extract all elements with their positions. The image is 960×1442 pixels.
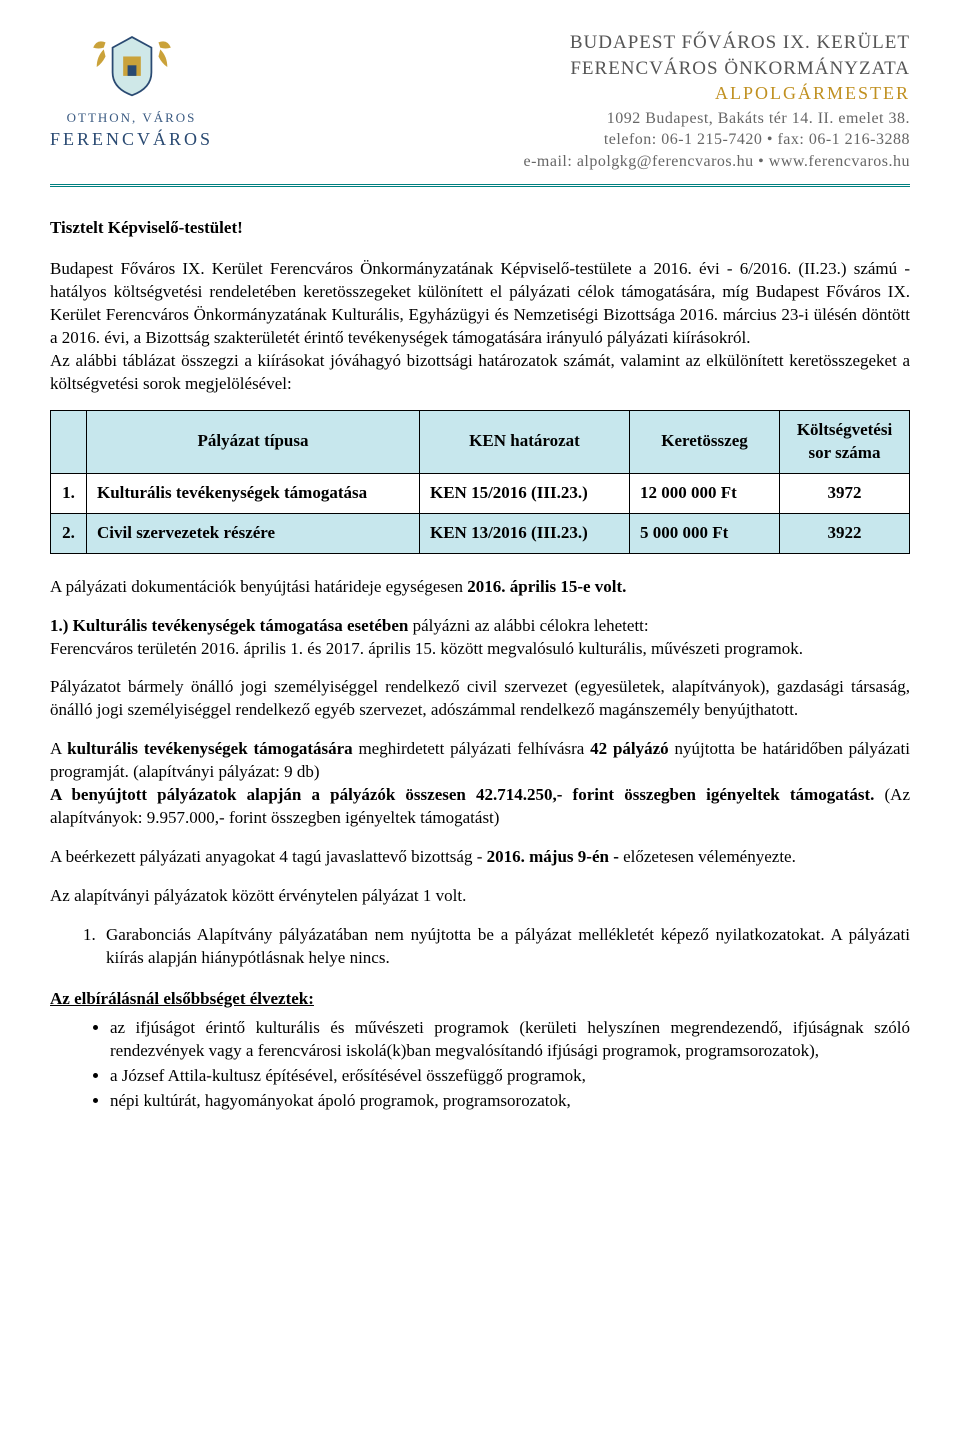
org-line-2: FERENCVÁROS ÖNKORMÁNYZATA xyxy=(524,56,911,82)
intro-block: Budapest Főváros IX. Kerület Ferencváros… xyxy=(50,258,910,396)
table-header-budget: Keretösszeg xyxy=(630,410,780,473)
section-1-body: Ferencváros területén 2016. április 1. é… xyxy=(50,639,803,658)
invalid-list: Garabonciás Alapítvány pályázatában nem … xyxy=(100,924,910,970)
intro-paragraph-1: Budapest Főváros IX. Kerület Ferencváros… xyxy=(50,258,910,350)
eligibility-paragraph: Pályázatot bármely önálló jogi személyis… xyxy=(50,676,910,722)
row-num: 2. xyxy=(51,513,87,553)
phone-line: telefon: 06-1 215-7420 • fax: 06-1 216-3… xyxy=(524,129,911,151)
priority-item: a József Attila-kultusz építésével, erős… xyxy=(110,1065,910,1088)
stats-mid: meghirdetett pályázati felhívásra xyxy=(353,739,591,758)
table-header-blank xyxy=(51,410,87,473)
table-header-row: Pályázat típusa KEN határozat Keretössze… xyxy=(51,410,910,473)
row-type: Kulturális tevékenységek támogatása xyxy=(87,473,420,513)
review-date: 2016. május 9-én - xyxy=(487,847,619,866)
deadline-pre: A pályázati dokumentációk benyújtási hat… xyxy=(50,577,467,596)
review-pre: A beérkezett pályázati anyagokat 4 tagú … xyxy=(50,847,487,866)
row-num: 1. xyxy=(51,473,87,513)
row-budget: 5 000 000 Ft xyxy=(630,513,780,553)
row-type: Civil szervezetek részére xyxy=(87,513,420,553)
row-line: 3922 xyxy=(780,513,910,553)
org-line-1: BUDAPEST FŐVÁROS IX. KERÜLET xyxy=(524,30,911,56)
salutation: Tisztelt Képviselő-testület! xyxy=(50,217,910,240)
deadline-date: 2016. április 15-e volt. xyxy=(467,577,626,596)
row-decision: KEN 13/2016 (III.23.) xyxy=(420,513,630,553)
priority-item: népi kultúrát, hagyományokat ápoló progr… xyxy=(110,1090,910,1113)
deadline-paragraph: A pályázati dokumentációk benyújtási hat… xyxy=(50,576,910,599)
priority-item: az ifjúságot érintő kulturális és művész… xyxy=(110,1017,910,1063)
table-header-decision: KEN határozat xyxy=(420,410,630,473)
intro-paragraph-2: Az alábbi táblázat összegzi a kiírásokat… xyxy=(50,350,910,396)
priority-list: az ifjúságot érintő kulturális és művész… xyxy=(110,1017,910,1113)
table-header-line: Költségvetési sor száma xyxy=(780,410,910,473)
priority-heading: Az elbírálásnál elsőbbséget élveztek: xyxy=(50,988,910,1011)
section-1-lead-rest: pályázni az alábbi célokra lehetett: xyxy=(408,616,648,635)
letterhead: OTTHON, VÁROS FERENCVÁROS BUDAPEST FŐVÁR… xyxy=(50,30,910,187)
invalid-paragraph: Az alapítványi pályázatok között érvényt… xyxy=(50,885,910,908)
stats-bold-2: 42 pályázó xyxy=(590,739,669,758)
email-line: e-mail: alpolgkg@ferencvaros.hu • www.fe… xyxy=(524,151,911,173)
address-line: 1092 Budapest, Bakáts tér 14. II. emelet… xyxy=(524,108,911,130)
review-paragraph: A beérkezett pályázati anyagokat 4 tagú … xyxy=(50,846,910,869)
letterhead-subtitle: OTTHON, VÁROS xyxy=(67,109,197,127)
summary-table: Pályázat típusa KEN határozat Keretössze… xyxy=(50,410,910,554)
table-header-type: Pályázat típusa xyxy=(87,410,420,473)
stats-paragraph: A kulturális tevékenységek támogatására … xyxy=(50,738,910,830)
row-budget: 12 000 000 Ft xyxy=(630,473,780,513)
stats-bold-1: kulturális tevékenységek támogatására xyxy=(67,739,352,758)
letterhead-city: FERENCVÁROS xyxy=(50,127,213,151)
table-row: 1. Kulturális tevékenységek támogatása K… xyxy=(51,473,910,513)
stats-pre: A xyxy=(50,739,67,758)
org-line-3: ALPOLGÁRMESTER xyxy=(524,81,911,105)
table-row: 2. Civil szervezetek részére KEN 13/2016… xyxy=(51,513,910,553)
section-1-title: 1.) Kulturális tevékenységek támogatása … xyxy=(50,616,408,635)
row-line: 3972 xyxy=(780,473,910,513)
sum-bold: A benyújtott pályázatok alapján a pályáz… xyxy=(50,785,874,804)
letterhead-left: OTTHON, VÁROS FERENCVÁROS xyxy=(50,30,213,151)
review-end: előzetesen véleményezte. xyxy=(619,847,796,866)
invalid-item: Garabonciás Alapítvány pályázatában nem … xyxy=(100,924,910,970)
row-decision: KEN 15/2016 (III.23.) xyxy=(420,473,630,513)
section-1-lead: 1.) Kulturális tevékenységek támogatása … xyxy=(50,615,910,661)
letterhead-right: BUDAPEST FŐVÁROS IX. KERÜLET FERENCVÁROS… xyxy=(524,30,911,172)
crest-icon xyxy=(87,30,177,105)
